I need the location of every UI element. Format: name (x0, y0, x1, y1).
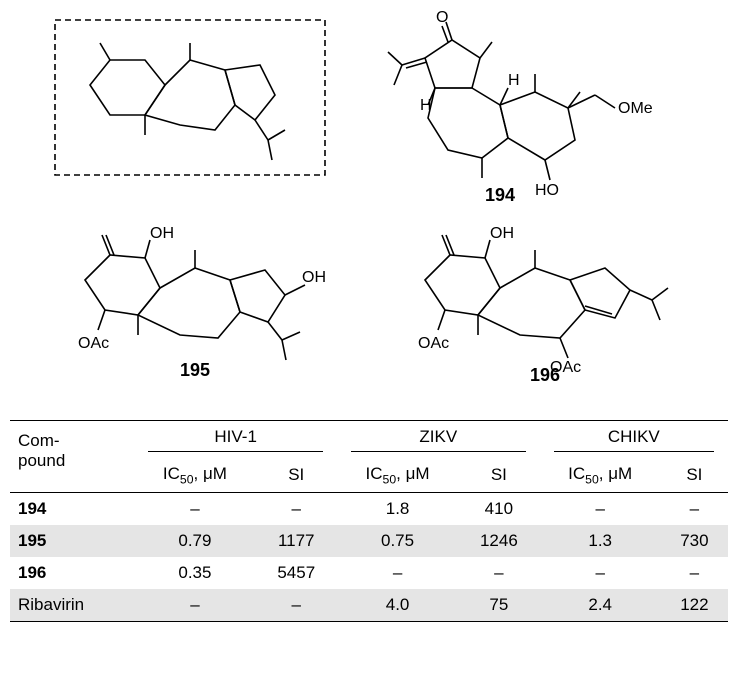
annot-H1: H (420, 97, 432, 114)
cell: – (661, 493, 728, 526)
structure-195: OH OH OAc 195 (50, 210, 350, 395)
chemical-structures-panel: O H H OMe HO 194 (10, 10, 728, 410)
structure-195-label: 195 (180, 360, 210, 381)
sub-chikv-ic50: IC50, μM (540, 458, 661, 493)
sub-hiv-ic50: IC50, μM (134, 458, 255, 493)
cell: – (256, 493, 337, 526)
table-row: 195 0.79 1177 0.75 1246 1.3 730 (10, 525, 728, 557)
compound-head-text: Com-pound (18, 431, 65, 470)
annot-OAc: OAc (78, 335, 109, 352)
cell: 0.75 (337, 525, 458, 557)
structure-196: OH OAc OAc 196 (390, 210, 710, 395)
sub-zikv-ic50: IC50, μM (337, 458, 458, 493)
cell: 1.8 (337, 493, 458, 526)
cell: 5457 (256, 557, 337, 589)
sub-chikv-si: SI (661, 458, 728, 493)
annot-OMe: OMe (618, 100, 653, 117)
cell-compound: 194 (10, 493, 134, 526)
cell: 1246 (458, 525, 539, 557)
cell: 410 (458, 493, 539, 526)
cell: – (256, 589, 337, 622)
group-zikv: ZIKV (337, 421, 540, 459)
structure-194-label: 194 (485, 185, 515, 206)
structure-skeleton (50, 15, 330, 190)
structure-194: O H H OMe HO 194 (380, 10, 700, 215)
activity-table: Com-pound HIV-1 ZIKV CHIKV IC50, μM SI I… (10, 420, 728, 622)
cell-compound: 196 (10, 557, 134, 589)
sub-hiv-si: SI (256, 458, 337, 493)
table-row: Ribavirin – – 4.0 75 2.4 122 (10, 589, 728, 622)
annot-H2: H (508, 72, 520, 89)
annot-OH2: OH (302, 269, 326, 286)
cell: 122 (661, 589, 728, 622)
col-compound: Com-pound (10, 421, 134, 493)
cell: – (540, 557, 661, 589)
group-chikv-label: CHIKV (608, 427, 660, 446)
cell: – (134, 589, 255, 622)
table-row: 194 – – 1.8 410 – – (10, 493, 728, 526)
group-zikv-label: ZIKV (419, 427, 457, 446)
group-chikv: CHIKV (540, 421, 728, 459)
cell: 4.0 (337, 589, 458, 622)
cell: – (458, 557, 539, 589)
cell: – (134, 493, 255, 526)
cell: – (540, 493, 661, 526)
cell: 2.4 (540, 589, 661, 622)
structure-196-label: 196 (530, 365, 560, 386)
cell: 730 (661, 525, 728, 557)
group-hiv: HIV-1 (134, 421, 337, 459)
annot-OAc1: OAc (418, 335, 449, 352)
cell: 75 (458, 589, 539, 622)
annot-HO: HO (535, 182, 559, 199)
cell: 1177 (256, 525, 337, 557)
annot-OH: OH (490, 225, 514, 242)
annot-O: O (436, 10, 448, 26)
group-hiv-label: HIV-1 (214, 427, 257, 446)
cell-compound: 195 (10, 525, 134, 557)
cell: 1.3 (540, 525, 661, 557)
table-body: 194 – – 1.8 410 – – 195 0.79 1177 0.75 1… (10, 493, 728, 622)
cell-compound: Ribavirin (10, 589, 134, 622)
annot-OH1: OH (150, 225, 174, 242)
cell: 0.79 (134, 525, 255, 557)
cell: – (337, 557, 458, 589)
table-row: 196 0.35 5457 – – – – (10, 557, 728, 589)
cell: – (661, 557, 728, 589)
cell: 0.35 (134, 557, 255, 589)
sub-zikv-si: SI (458, 458, 539, 493)
